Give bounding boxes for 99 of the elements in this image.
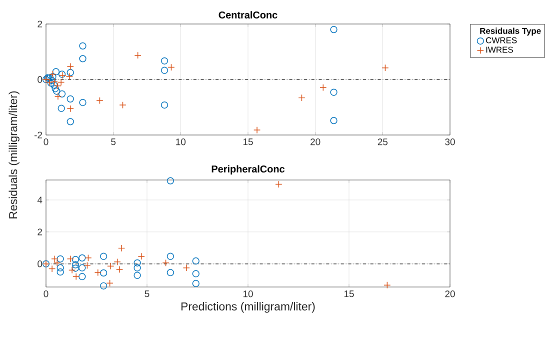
point	[66, 68, 74, 76]
point	[78, 254, 86, 262]
x-tick-label: 5	[111, 138, 116, 146]
point	[79, 55, 86, 62]
point	[52, 68, 60, 76]
point	[298, 94, 306, 102]
point	[78, 264, 86, 272]
point	[320, 84, 327, 92]
point	[114, 258, 121, 266]
x-tick-label: 20	[445, 290, 455, 298]
point	[79, 42, 86, 50]
point	[49, 70, 56, 78]
y-axis-title: Residuals (milligram/liter)	[8, 91, 20, 218]
chart-title: CentralConc	[218, 11, 278, 18]
point	[134, 259, 141, 266]
point	[66, 105, 74, 112]
point	[54, 82, 62, 90]
point	[160, 101, 168, 109]
point	[134, 52, 142, 59]
point	[56, 268, 64, 276]
point	[66, 62, 74, 70]
point	[106, 280, 114, 287]
point	[96, 97, 104, 104]
point	[51, 255, 58, 262]
point	[53, 88, 60, 95]
point	[384, 282, 391, 289]
point	[192, 257, 200, 265]
point	[72, 264, 80, 272]
point	[382, 64, 389, 72]
x-axis-title: Predictions (milligram/liter)	[181, 302, 315, 313]
point	[116, 266, 124, 273]
y-tick-label: 2	[38, 20, 42, 28]
point	[94, 269, 102, 276]
legend-title: Residuals Type	[480, 28, 541, 36]
point	[162, 259, 170, 266]
chart-title: PeripheralConc	[212, 165, 285, 174]
point	[66, 72, 73, 80]
point	[66, 95, 74, 102]
point	[52, 85, 59, 92]
point	[68, 266, 76, 274]
point	[330, 88, 338, 96]
y-tick-label: 2	[38, 228, 42, 236]
point	[56, 255, 64, 262]
legend-label: CWRES	[486, 37, 517, 44]
x-tick-label: 30	[445, 138, 455, 146]
point	[330, 117, 338, 124]
y-tick-label: -2	[34, 132, 42, 138]
point	[138, 252, 145, 260]
point	[58, 90, 66, 98]
point	[58, 104, 65, 112]
legend-label: IWRES	[486, 46, 513, 53]
point	[48, 265, 56, 272]
point	[192, 270, 200, 278]
x-tick-label: 0	[44, 290, 48, 298]
point	[54, 92, 62, 100]
y-tick-label: 4	[37, 196, 42, 204]
point	[168, 64, 175, 71]
point	[100, 252, 108, 260]
point	[192, 280, 200, 288]
x-tick-label: 25	[378, 138, 388, 146]
point	[72, 256, 80, 264]
x-tick-label: 15	[344, 290, 354, 298]
point	[50, 81, 58, 89]
point	[160, 66, 168, 74]
point	[72, 273, 80, 280]
point	[166, 252, 174, 260]
point	[72, 261, 80, 268]
x-tick-label: 5	[144, 290, 150, 298]
y-tick-label: 0	[38, 260, 42, 268]
point	[78, 273, 86, 280]
point	[134, 264, 141, 272]
point	[166, 177, 174, 184]
point	[134, 272, 141, 279]
point	[49, 73, 56, 80]
point	[79, 98, 86, 106]
y-tick-label: 0	[38, 76, 42, 83]
point	[330, 26, 338, 34]
point	[84, 262, 91, 269]
point	[253, 126, 261, 134]
x-tick-label: 20	[310, 138, 320, 146]
point	[84, 254, 92, 262]
x-tick-label: 10	[176, 138, 186, 146]
point	[166, 269, 174, 276]
point	[66, 118, 74, 126]
point	[66, 255, 74, 262]
x-tick-label: 0	[44, 138, 48, 146]
point	[118, 244, 126, 252]
point	[275, 180, 282, 188]
point	[119, 101, 126, 109]
point	[58, 78, 65, 86]
point	[56, 264, 64, 272]
point	[54, 259, 61, 266]
x-tick-label: 10	[243, 290, 253, 298]
point	[160, 57, 168, 64]
point	[100, 282, 108, 290]
point	[182, 264, 190, 272]
point	[100, 269, 108, 277]
point	[107, 262, 114, 270]
x-tick-label: 15	[243, 138, 253, 146]
